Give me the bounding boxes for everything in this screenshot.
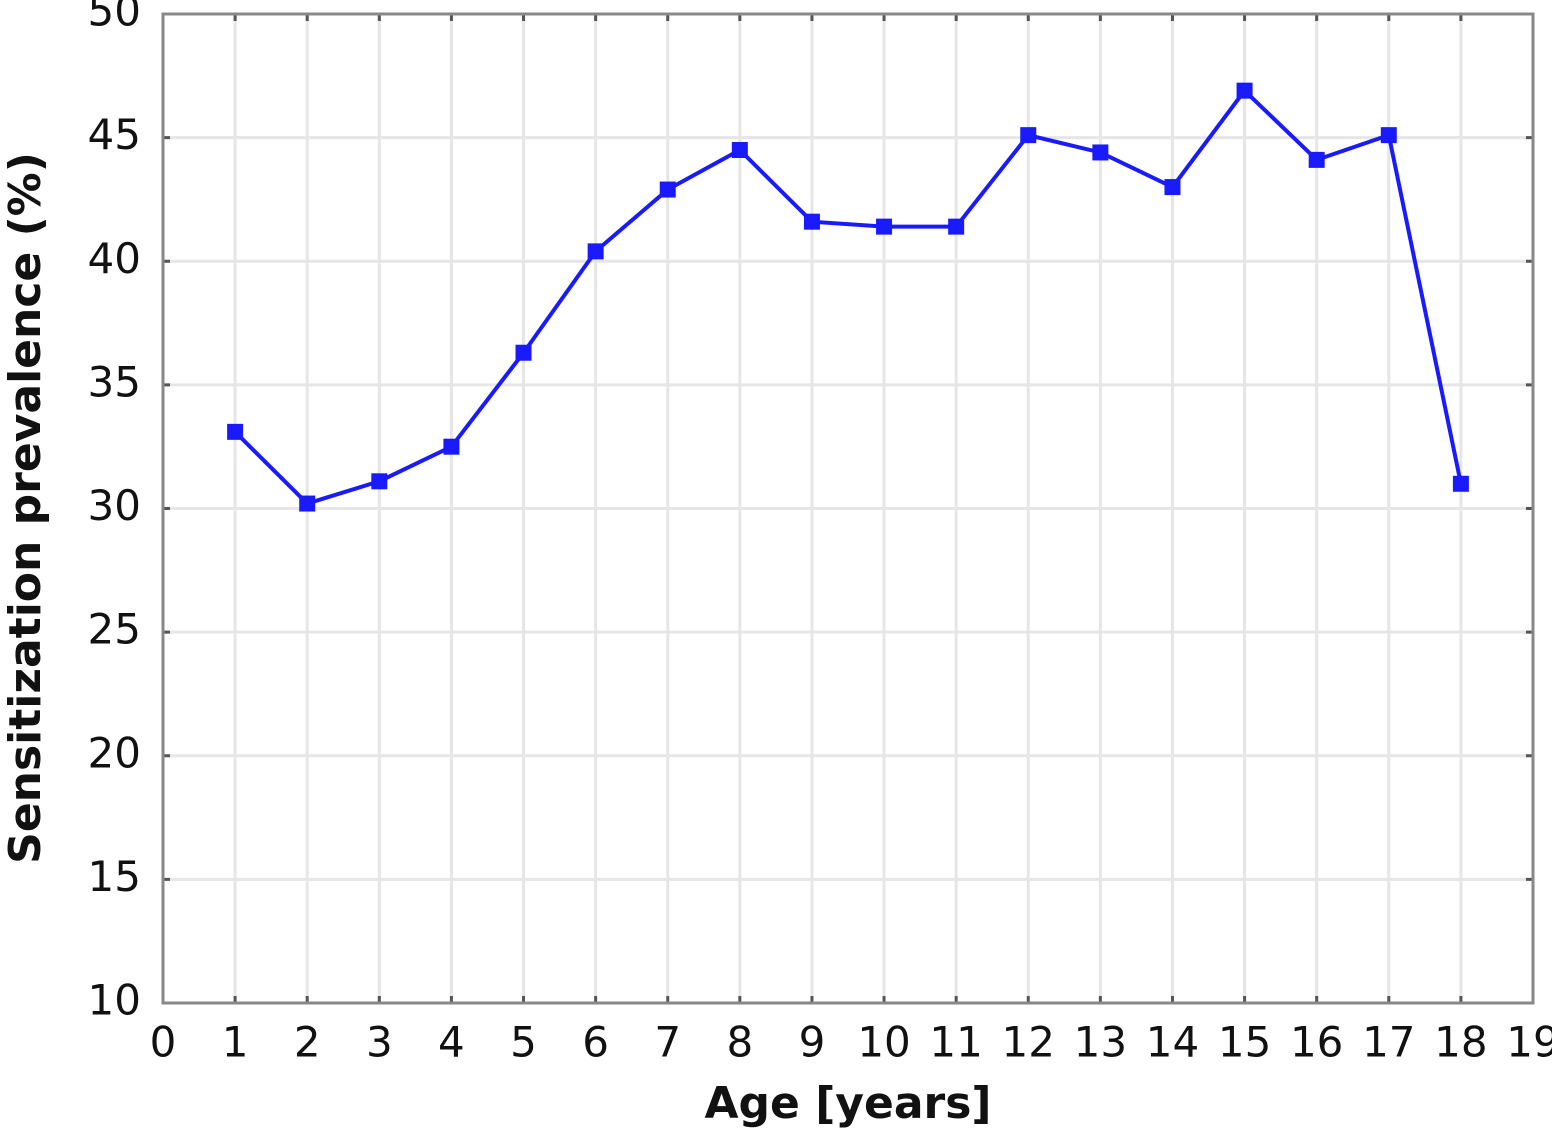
x-tick-label: 0	[150, 1018, 177, 1067]
marker	[1452, 475, 1469, 492]
marker	[515, 344, 532, 361]
x-tick-label: 3	[366, 1018, 393, 1067]
x-tick-label: 2	[294, 1018, 321, 1067]
marker	[1092, 144, 1109, 161]
marker	[1020, 127, 1037, 144]
x-tick-label: 1	[222, 1018, 249, 1067]
marker	[443, 438, 460, 455]
x-tick-label: 10	[857, 1018, 910, 1067]
x-tick-label: 8	[726, 1018, 753, 1067]
x-tick-label: 11	[929, 1018, 982, 1067]
x-tick-label: 5	[510, 1018, 537, 1067]
y-tick-label: 45	[88, 110, 141, 159]
x-tick-label: 19	[1506, 1018, 1552, 1067]
marker	[587, 243, 604, 260]
x-tick-label: 14	[1146, 1018, 1199, 1067]
marker	[803, 213, 820, 230]
y-tick-label: 10	[88, 976, 141, 1025]
x-tick-label: 12	[1002, 1018, 1055, 1067]
marker	[1164, 179, 1181, 196]
y-tick-label: 25	[88, 605, 141, 654]
marker	[299, 495, 316, 512]
y-tick-label: 40	[88, 234, 141, 283]
x-tick-label: 4	[438, 1018, 465, 1067]
marker	[1380, 127, 1397, 144]
x-tick-label: 16	[1290, 1018, 1343, 1067]
marker	[371, 473, 388, 490]
x-tick-label: 18	[1434, 1018, 1487, 1067]
marker	[876, 218, 893, 235]
plot-frame	[161, 12, 1535, 1005]
y-tick-label: 30	[88, 481, 141, 530]
y-tick-label: 20	[88, 728, 141, 777]
y-axis-label: Sensitization prevalence (%)	[0, 152, 51, 864]
x-axis-label: Age [years]	[704, 1078, 991, 1129]
x-tick-label: 9	[799, 1018, 826, 1067]
line	[233, 87, 1463, 506]
x-tick-label: 13	[1074, 1018, 1127, 1067]
marker	[948, 218, 965, 235]
marker	[659, 181, 676, 198]
marker	[227, 423, 244, 440]
x-tick-label: 17	[1362, 1018, 1415, 1067]
y-tick-label: 15	[88, 852, 141, 901]
marker	[1308, 151, 1325, 168]
x-tick-label: 15	[1218, 1018, 1271, 1067]
marker	[731, 141, 748, 158]
marker	[1236, 82, 1253, 99]
y-tick-label: 50	[88, 0, 141, 36]
x-tick-label: 6	[582, 1018, 609, 1067]
y-tick-label: 35	[88, 357, 141, 406]
x-tick-label: 7	[654, 1018, 681, 1067]
